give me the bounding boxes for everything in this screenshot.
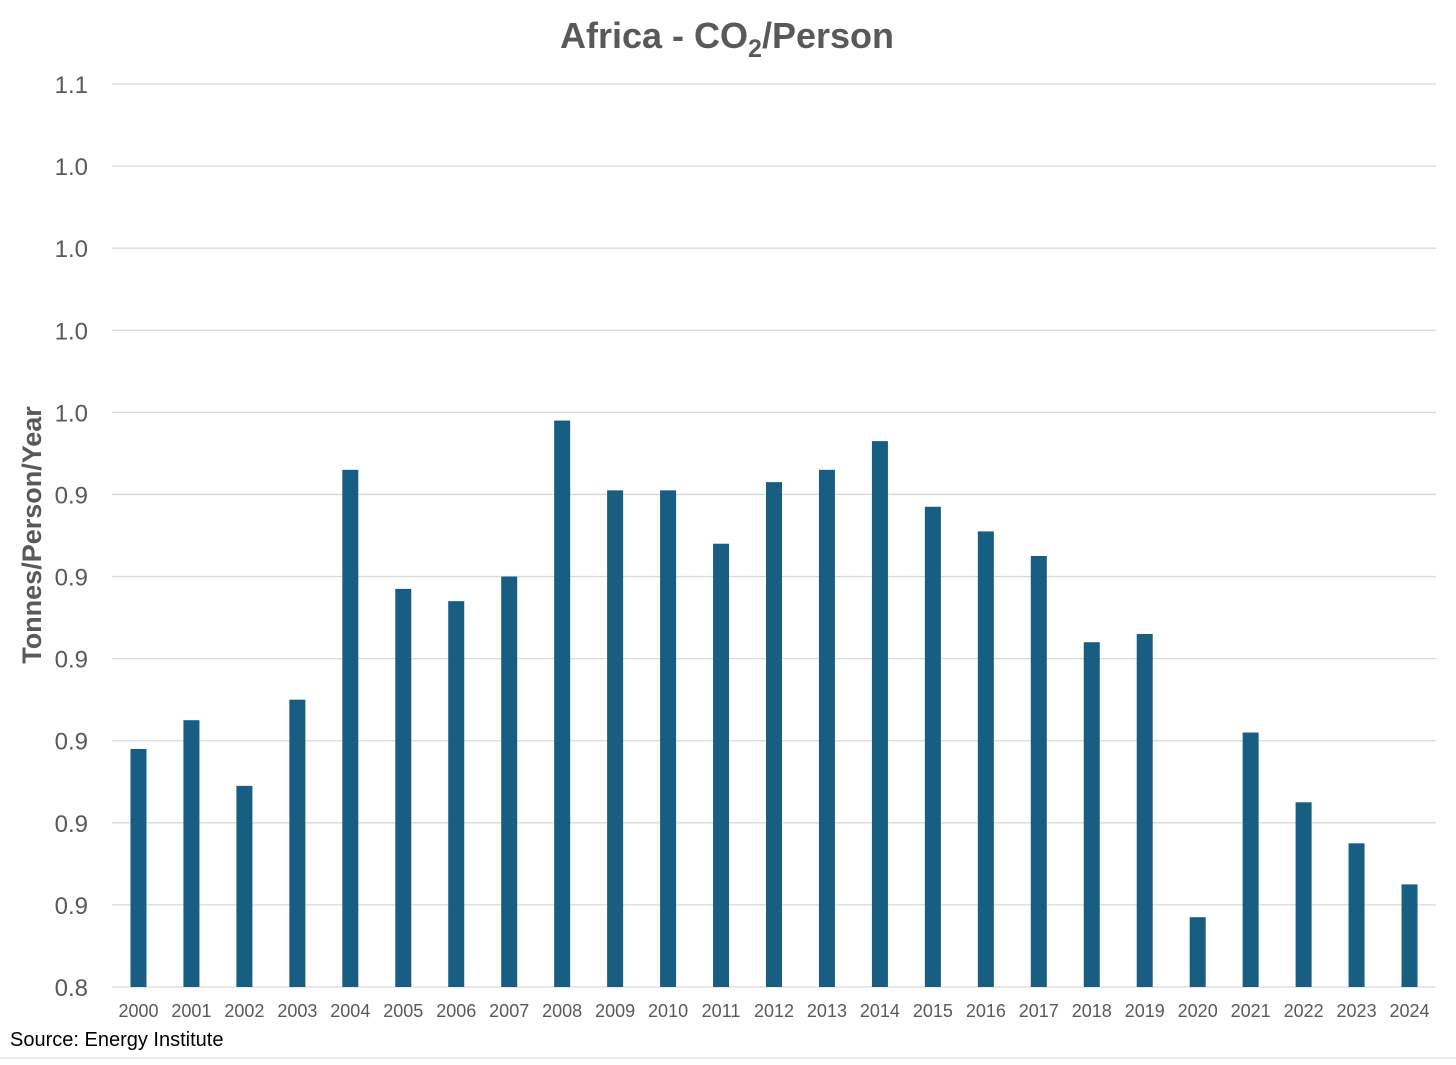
bar-2018 [1083, 642, 1100, 987]
bar-2021 [1242, 732, 1259, 987]
x-axis-ticks: 2000 2001 2002 2003 2004 2005 2006 2007 2008 2009… [118, 1001, 1429, 1021]
bars [130, 420, 1418, 988]
bar-2010 [660, 490, 677, 987]
x-tick-label: 2014 [860, 1001, 900, 1021]
y-tick-label: 0.9 [55, 893, 88, 920]
x-tick-label: 2013 [807, 1001, 847, 1021]
x-tick-label: 2010 [648, 1001, 688, 1021]
y-tick-label: 1.0 [55, 400, 88, 427]
x-tick-label: 2015 [913, 1001, 953, 1021]
x-tick-label: 2017 [1019, 1001, 1059, 1021]
bar-2024 [1401, 884, 1418, 987]
x-tick-label: 2000 [118, 1001, 158, 1021]
x-tick-label: 2023 [1337, 1001, 1377, 1021]
source-note: Source: Energy Institute [10, 1029, 223, 1051]
x-tick-label: 2005 [383, 1001, 423, 1021]
x-tick-label: 2012 [754, 1001, 794, 1021]
x-tick-label: 2024 [1389, 1001, 1429, 1021]
bar-2019 [1136, 634, 1153, 987]
bar-2014 [871, 441, 888, 988]
x-tick-label: 2018 [1072, 1001, 1112, 1021]
x-tick-label: 2007 [489, 1001, 529, 1021]
y-axis-label: Tonnes/Person/Year [17, 406, 47, 664]
y-tick-label: 0.9 [55, 729, 88, 756]
x-tick-label: 2003 [277, 1001, 317, 1021]
x-tick-label: 2008 [542, 1001, 582, 1021]
bar-2006 [448, 601, 465, 987]
bar-2009 [607, 490, 624, 987]
bar-2008 [554, 420, 571, 987]
y-tick-label: 1.0 [55, 154, 88, 181]
bar-2023 [1348, 843, 1365, 987]
y-tick-label: 1.1 [55, 72, 88, 99]
x-tick-label: 2006 [436, 1001, 476, 1021]
bar-2015 [924, 506, 941, 987]
y-tick-label: 0.8 [55, 975, 88, 1002]
bar-2000 [130, 748, 147, 987]
bar-2022 [1295, 802, 1312, 987]
bar-2011 [713, 543, 730, 987]
y-axis-ticks: 0.8 0.9 0.9 0.9 0.9 0.9 0.9 1.0 1.0 1.0 1.0 1.1 [55, 72, 88, 1002]
bar-2001 [183, 720, 200, 987]
x-tick-label: 2021 [1231, 1001, 1271, 1021]
x-tick-label: 2011 [702, 1001, 741, 1021]
y-tick-label: 0.9 [55, 811, 88, 838]
x-tick-label: 2004 [330, 1001, 370, 1021]
y-tick-label: 1.0 [55, 236, 88, 263]
x-tick-label: 2019 [1125, 1001, 1165, 1021]
y-tick-label: 1.0 [55, 318, 88, 345]
x-tick-label: 2020 [1178, 1001, 1218, 1021]
chart-title: Africa - CO2/Person [560, 15, 894, 63]
bar-2016 [977, 531, 994, 987]
y-tick-label: 0.9 [55, 647, 88, 674]
x-tick-label: 2009 [595, 1001, 635, 1021]
y-tick-label: 0.9 [55, 482, 88, 509]
bar-2002 [236, 785, 253, 987]
bar-2020 [1189, 917, 1206, 987]
x-tick-label: 2022 [1284, 1001, 1324, 1021]
bar-2013 [818, 469, 835, 988]
x-tick-label: 2002 [224, 1001, 264, 1021]
chart-title-suffix: /Person [762, 15, 894, 56]
x-tick-label: 2016 [966, 1001, 1006, 1021]
x-tick-label: 2001 [171, 1001, 211, 1021]
bar-2004 [342, 469, 359, 988]
bar-2003 [289, 699, 306, 987]
chart-title-subscript: 2 [748, 35, 762, 63]
bar-2007 [501, 576, 518, 987]
y-tick-label: 0.9 [55, 565, 88, 592]
bar-2012 [766, 482, 782, 987]
bar-2005 [395, 588, 412, 987]
bar-2017 [1030, 556, 1047, 987]
chart-title-prefix: Africa - CO [560, 15, 748, 56]
